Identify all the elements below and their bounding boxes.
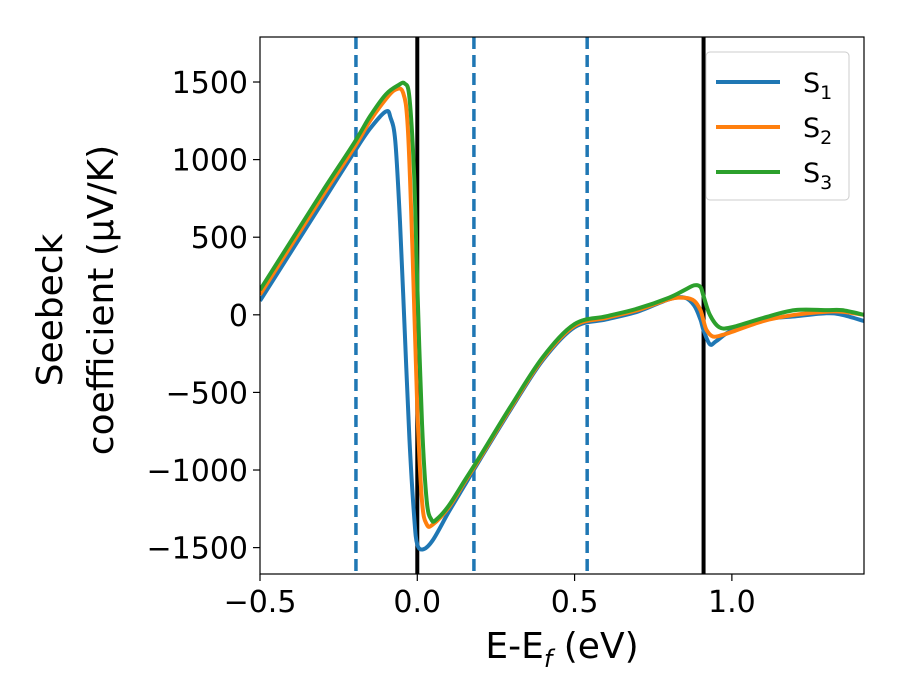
legend-label-s3: S3 [803, 158, 832, 194]
legend: S1 S2 S3 [705, 51, 850, 201]
legend-label-s1: S1 [803, 68, 832, 104]
x-axis-title: E-Ef (eV) [485, 626, 638, 673]
legend-label-s2: S2 [803, 113, 832, 149]
series-layer [260, 80, 864, 552]
x-tick-label: −0.5 [224, 585, 297, 620]
x-tick-label: 0.0 [393, 585, 441, 620]
y-tick-label: −1500 [147, 532, 248, 567]
y-tick-label: 1000 [172, 144, 248, 179]
y-tick-label: −500 [166, 376, 248, 411]
y-axis-title: Seebeck coefficient (μV/K) [30, 145, 122, 455]
plot-frame [259, 36, 865, 575]
series-line-s3 [260, 80, 864, 524]
y-tick-label: 0 [229, 299, 248, 334]
x-tick-label: 0.5 [551, 585, 599, 620]
x-tick-label: 1.0 [708, 585, 756, 620]
y-axis-title-line1: Seebeck [30, 233, 71, 386]
x-axis: −0.5 0.0 0.5 1.0 [224, 574, 756, 620]
y-axis: −1500 −1000 −500 0 500 1000 1500 [147, 66, 260, 567]
y-axis-title-line2: coefficient (μV/K) [81, 145, 122, 455]
y-tick-label: 1500 [172, 66, 248, 101]
y-tick-label: −1000 [147, 454, 248, 489]
y-tick-label: 500 [191, 221, 248, 256]
